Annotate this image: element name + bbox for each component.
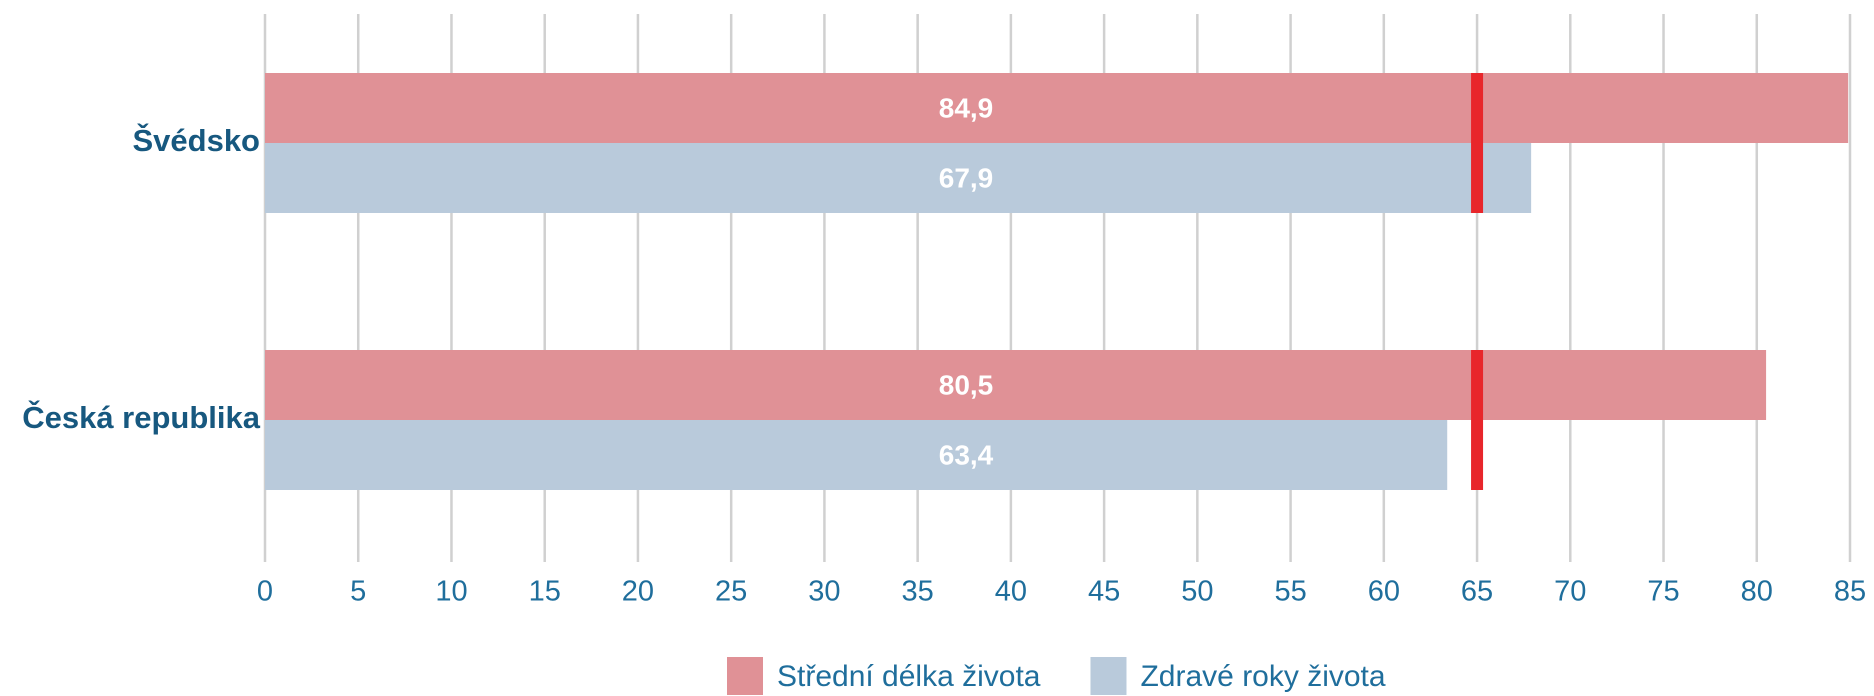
bar [265, 420, 1448, 490]
x-tick-label: 85 [1834, 576, 1866, 608]
legend-label: Střední délka života [777, 660, 1041, 693]
legend-label: Zdravé roky života [1140, 660, 1385, 693]
category-label: Česká republika [22, 399, 261, 435]
x-tick-label: 30 [808, 576, 840, 608]
x-tick-label: 20 [622, 576, 654, 608]
x-tick-label: 45 [1088, 576, 1120, 608]
x-tick-label: 70 [1554, 576, 1586, 608]
x-tick-label: 80 [1741, 576, 1773, 608]
x-tick-label: 50 [1181, 576, 1213, 608]
x-tick-label: 10 [435, 576, 467, 608]
x-tick-label: 25 [715, 576, 747, 608]
category-label: Švédsko [132, 122, 260, 158]
x-tick-label: 40 [995, 576, 1027, 608]
x-tick-label: 60 [1368, 576, 1400, 608]
value-label: 67,9 [939, 162, 994, 193]
legend-swatch [727, 657, 763, 695]
value-label: 63,4 [939, 439, 994, 470]
bar [265, 350, 1767, 420]
legend-swatch [1090, 657, 1127, 695]
x-tick-label: 55 [1274, 576, 1306, 608]
x-tick-label: 35 [902, 576, 934, 608]
x-tick-label: 0 [257, 576, 273, 608]
reference-marker [1471, 73, 1484, 213]
reference-marker [1471, 350, 1484, 490]
value-label: 84,9 [939, 92, 994, 123]
value-label: 80,5 [939, 369, 994, 400]
x-tick-label: 15 [529, 576, 561, 608]
bar [265, 143, 1532, 213]
x-tick-label: 75 [1647, 576, 1679, 608]
x-tick-label: 65 [1461, 576, 1493, 608]
x-tick-label: 5 [350, 576, 366, 608]
bar [265, 73, 1849, 143]
